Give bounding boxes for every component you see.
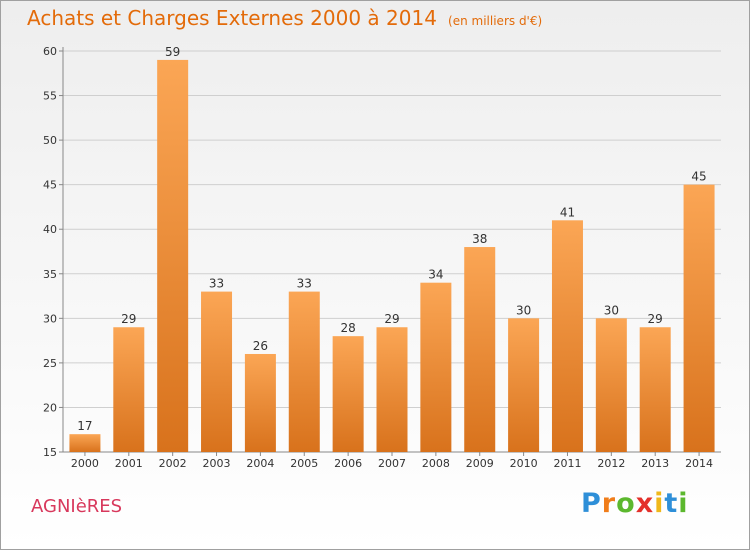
- x-tick-label: 2001: [115, 457, 143, 470]
- x-tick-label: 2007: [378, 457, 406, 470]
- chart-unit: (en milliers d'€): [448, 14, 543, 28]
- value-label: 29: [648, 312, 663, 326]
- x-tick-label: 2013: [641, 457, 669, 470]
- x-tick-label: 2000: [71, 457, 99, 470]
- x-tick-label: 2010: [510, 457, 538, 470]
- value-label: 29: [121, 312, 136, 326]
- bar: [464, 247, 496, 452]
- bar: [288, 291, 320, 452]
- value-label: 41: [560, 205, 575, 219]
- bar: [332, 336, 364, 452]
- logo-letter: r: [601, 488, 617, 519]
- y-tick-label: 25: [43, 357, 57, 370]
- bar: [639, 327, 671, 452]
- x-tick-label: 2012: [597, 457, 625, 470]
- y-tick-label: 35: [43, 268, 57, 281]
- bar: [683, 184, 715, 452]
- bar: [420, 282, 452, 452]
- x-tick-label: 2004: [246, 457, 274, 470]
- logo-letter: P: [581, 488, 602, 519]
- bar: [508, 318, 540, 452]
- value-label: 28: [340, 321, 355, 335]
- bar: [376, 327, 408, 452]
- y-tick-label: 30: [43, 312, 57, 325]
- logo-letter: o: [616, 488, 636, 519]
- logo-letter: i: [654, 488, 665, 519]
- logo-letter: x: [635, 488, 655, 519]
- value-label: 38: [472, 232, 487, 246]
- x-tick-label: 2002: [159, 457, 187, 470]
- y-tick-label: 15: [43, 446, 57, 459]
- y-tick-label: 45: [43, 179, 57, 192]
- x-tick-label: 2008: [422, 457, 450, 470]
- y-tick-label: 20: [43, 401, 57, 414]
- y-tick-label: 50: [43, 134, 57, 147]
- chart-title: Achats et Charges Externes 2000 à 2014: [27, 6, 437, 30]
- chart-title-block: Achats et Charges Externes 2000 à 2014 (…: [27, 6, 542, 30]
- value-labels: 17 29 59 33 26 33 28 29 34 38 30 41 30 29 45: [77, 45, 706, 433]
- logo-letter: t: [664, 488, 679, 519]
- proxiti-logo: Proxiti: [581, 488, 689, 519]
- y-tick-label: 40: [43, 223, 57, 236]
- value-label: 29: [384, 312, 399, 326]
- value-label: 30: [516, 303, 531, 317]
- x-tick-label: 2009: [466, 457, 494, 470]
- x-tick-label: 2003: [203, 457, 231, 470]
- bar: [551, 220, 583, 452]
- value-label: 17: [77, 419, 92, 433]
- x-tick-label: 2005: [290, 457, 318, 470]
- value-label: 30: [604, 303, 619, 317]
- x-tick-label: 2014: [685, 457, 713, 470]
- y-tick-label: 55: [43, 90, 57, 103]
- bar: [201, 291, 233, 452]
- bar: [113, 327, 145, 452]
- y-tick-label: 60: [43, 45, 57, 58]
- x-tick-label: 2006: [334, 457, 362, 470]
- value-label: 26: [253, 339, 268, 353]
- bar: [595, 318, 627, 452]
- bar: [157, 59, 189, 453]
- value-label: 59: [165, 45, 180, 59]
- bar: [244, 353, 276, 452]
- bar: [69, 434, 101, 452]
- commune-name: AGNIèRES: [31, 496, 123, 517]
- axes: 15 20 25 30 35 40 45 50 55 60 2000 2001 2002 2003 2004…: [43, 45, 721, 470]
- value-label: 34: [428, 268, 443, 282]
- value-label: 45: [691, 170, 706, 184]
- x-tick-label: 2011: [553, 457, 581, 470]
- bars: [69, 59, 715, 453]
- value-label: 33: [297, 277, 312, 291]
- value-label: 33: [209, 277, 224, 291]
- logo-letter: i: [678, 488, 689, 519]
